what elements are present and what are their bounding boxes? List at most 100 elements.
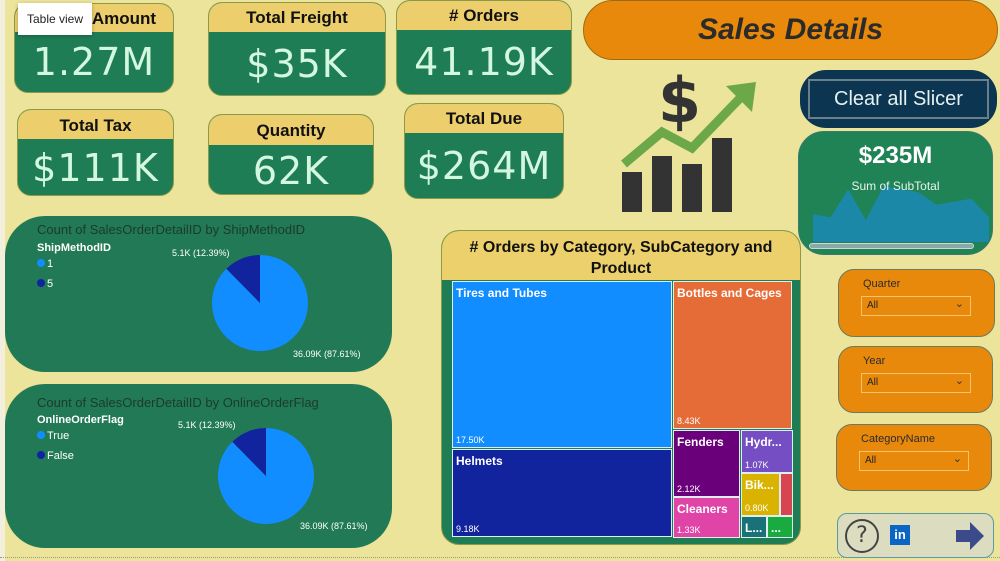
chart-title: Count of SalesOrderDetailID by ShipMetho…	[37, 222, 306, 237]
pie-label-1: 36.09K (87.61%)	[293, 349, 361, 359]
kpi-label: Total Due	[405, 104, 563, 133]
chevron-down-icon: ⌄	[954, 375, 964, 387]
page-title: Sales Details	[583, 0, 998, 60]
treemap-title: # Orders by Category, SubCategory and Pr…	[442, 231, 800, 280]
legend-label: False	[47, 450, 74, 462]
chevron-down-icon: ⌄	[954, 298, 964, 310]
pie-card-ship-method: Count of SalesOrderDetailID by ShipMetho…	[5, 216, 392, 372]
kpi-total-due: Total Due $264M	[404, 103, 564, 199]
legend-title: OnlineOrderFlag	[37, 414, 124, 426]
legend-label: 5	[47, 278, 54, 290]
treemap-cell-name: Bik...	[745, 478, 774, 492]
treemap-cell[interactable]: ...	[767, 516, 793, 538]
pie-label-5: 5.1K (12.39%)	[172, 248, 230, 258]
legend-label: 1	[47, 258, 54, 270]
treemap-cell-value: 0.80K	[745, 503, 769, 513]
pie-label-true: 36.09K (87.61%)	[300, 521, 368, 531]
treemap-cell-value: 9.18K	[456, 524, 480, 534]
pie-slice-false[interactable]	[232, 428, 266, 476]
pie-label-false: 5.1K (12.39%)	[178, 420, 236, 430]
treemap-cell[interactable]: Cleaners 1.33K	[673, 497, 740, 538]
navigation-bar: ? in	[837, 513, 994, 558]
slicer-quarter: Quarter All ⌄	[838, 269, 995, 337]
clear-all-slicer-label: Clear all Slicer	[808, 79, 989, 119]
sales-growth-icon: $	[621, 64, 756, 212]
treemap-cell[interactable]: L...	[741, 516, 767, 538]
treemap-cell-name: L...	[745, 521, 763, 535]
subtotal-card: $235M Sum of SubTotal	[798, 131, 993, 255]
kpi-label: # Orders	[397, 1, 571, 30]
left-edge	[0, 0, 5, 561]
treemap-cell-name: Tires and Tubes	[456, 286, 547, 300]
slicer-category-name: CategoryName All ⌄	[836, 424, 992, 491]
legend-item-1[interactable]: 1	[37, 258, 53, 270]
legend-title: ShipMethodID	[37, 242, 111, 254]
help-icon[interactable]: ?	[845, 519, 879, 553]
subtotal-value: $235M	[858, 142, 933, 169]
pie-chart-online-order-flag	[218, 428, 314, 524]
dropdown-value: All	[867, 300, 879, 311]
page-bottom-border	[0, 557, 1000, 558]
slicer-year: Year All ⌄	[838, 346, 993, 413]
treemap-cell-value: 1.33K	[677, 525, 701, 535]
kpi-value: $111K	[32, 146, 159, 190]
treemap-cell-value: 1.07K	[745, 460, 769, 470]
kpi-value: $264M	[416, 144, 552, 188]
treemap-cell[interactable]: Fenders 2.12K	[673, 430, 740, 497]
treemap-cell-value: 8.43K	[677, 416, 701, 426]
kpi-quantity: Quantity 62K	[208, 114, 374, 195]
legend-item-5[interactable]: 5	[37, 278, 53, 290]
treemap-cell[interactable]: Hydr... 1.07K	[741, 430, 793, 473]
kpi-total-tax: Total Tax $111K	[17, 109, 174, 196]
chart-title: Count of SalesOrderDetailID by OnlineOrd…	[37, 395, 319, 410]
kpi-label: Total Freight	[209, 3, 385, 32]
dropdown-value: All	[867, 377, 879, 388]
treemap-cell[interactable]	[780, 473, 793, 516]
legend-label: True	[47, 430, 70, 442]
treemap-cell[interactable]: Tires and Tubes 17.50K	[452, 281, 672, 448]
chevron-down-icon: ⌄	[952, 453, 962, 465]
arrow-right-icon[interactable]	[956, 522, 984, 550]
legend-dot-icon	[37, 431, 45, 439]
legend-dot-icon	[37, 451, 45, 459]
legend-item-false[interactable]: False	[37, 450, 74, 462]
treemap-cell-value: 2.12K	[677, 484, 701, 494]
treemap-cell[interactable]: Bik... 0.80K	[741, 473, 780, 516]
kpi-label: Quantity	[209, 115, 373, 145]
clear-all-slicer-button[interactable]: Clear all Slicer	[800, 70, 997, 128]
treemap-card: # Orders by Category, SubCategory and Pr…	[441, 230, 801, 545]
dropdown-value: All	[865, 455, 877, 466]
legend-dot-icon	[37, 279, 45, 287]
svg-text:$: $	[658, 64, 701, 137]
treemap-cell-name: Fenders	[677, 435, 724, 449]
treemap-cell[interactable]: Bottles and Cages 8.43K	[673, 281, 792, 429]
linkedin-icon[interactable]: in	[890, 525, 910, 545]
slicer-label: Year	[863, 355, 886, 367]
kpi-value: 62K	[252, 149, 330, 193]
quarter-dropdown[interactable]: All ⌄	[861, 296, 971, 316]
pie-slice-5[interactable]	[226, 255, 260, 303]
sparkline-scrollbar[interactable]	[809, 243, 974, 249]
treemap-cell-name: Helmets	[456, 454, 503, 468]
treemap-cell-name: Bottles and Cages	[677, 286, 782, 300]
slicer-label: CategoryName	[861, 433, 935, 445]
category-dropdown[interactable]: All ⌄	[859, 451, 969, 471]
kpi-total-freight: Total Freight $35K	[208, 2, 386, 96]
kpi-orders: # Orders 41.19K	[396, 0, 572, 95]
year-dropdown[interactable]: All ⌄	[861, 373, 971, 393]
treemap-cell-name: ...	[771, 521, 782, 535]
subtotal-sparkline	[813, 186, 989, 242]
subtotal-label: Sum of SubTotal	[851, 179, 940, 193]
pie-chart-ship-method	[212, 255, 308, 351]
table-view-tooltip: Table view	[18, 3, 92, 35]
legend-dot-icon	[37, 259, 45, 267]
sparkline-area	[813, 186, 989, 242]
treemap-cell-name: Cleaners	[677, 502, 728, 516]
treemap-cell-name: Hydr...	[745, 435, 782, 449]
legend-item-true[interactable]: True	[37, 430, 69, 442]
kpi-label: Total Tax	[18, 110, 173, 139]
kpi-value: 1.27M	[32, 40, 156, 84]
treemap-cell[interactable]: Helmets 9.18K	[452, 449, 672, 537]
kpi-value: 41.19K	[414, 40, 554, 84]
treemap-cell-value: 17.50K	[456, 435, 485, 445]
